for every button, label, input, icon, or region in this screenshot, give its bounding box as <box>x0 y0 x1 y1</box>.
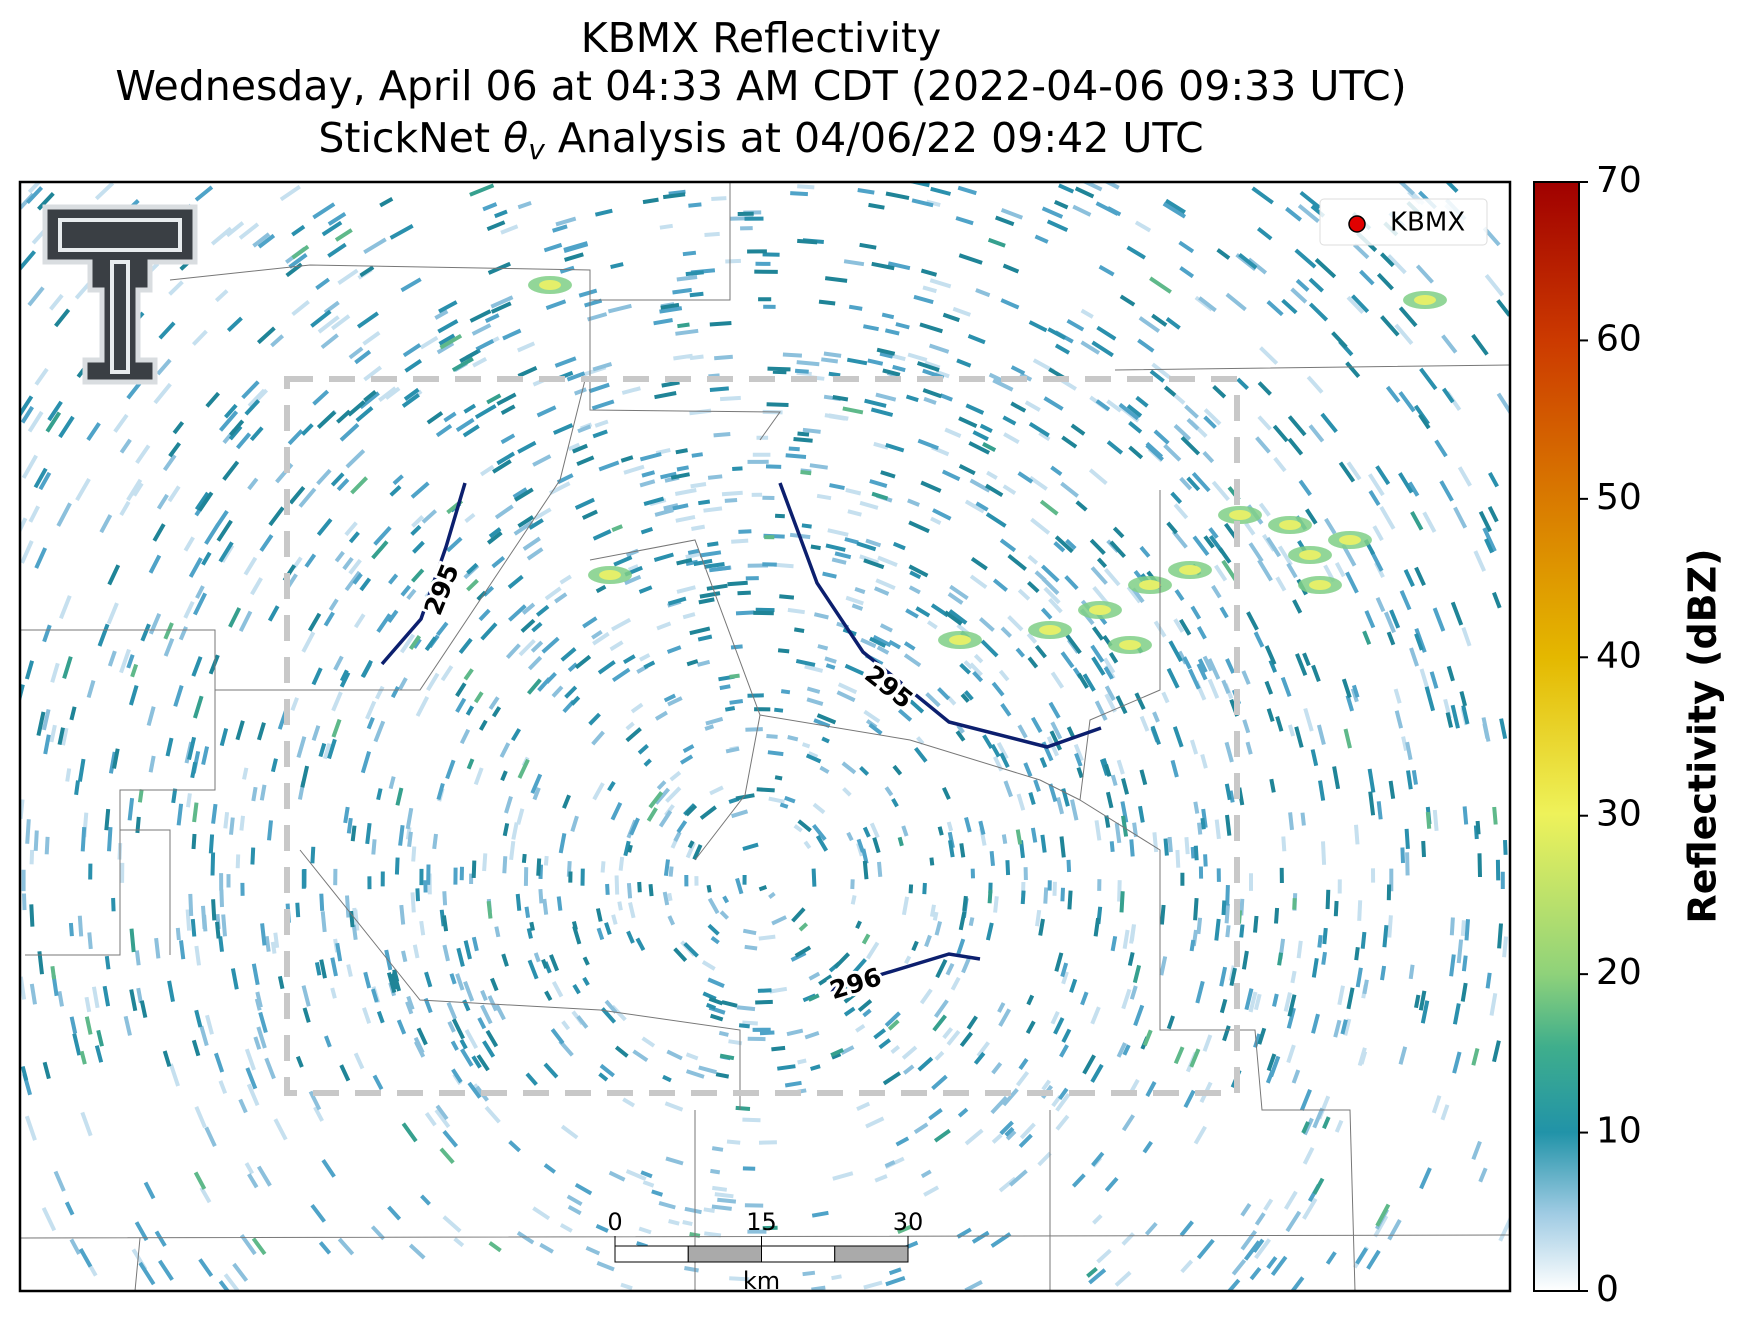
contour-line <box>380 482 467 666</box>
legend-box <box>1319 198 1488 246</box>
scale-segment <box>687 1245 762 1263</box>
reflectivity-echoes <box>45 183 1424 1278</box>
echo-core <box>1339 535 1361 545</box>
colorbar <box>1533 181 1580 1292</box>
title-text: Analysis at 04/06/22 09:42 UTC <box>545 114 1204 162</box>
colorbar-tick-label: 40 <box>1596 635 1642 676</box>
reflectivity-echoes <box>20 182 1508 1089</box>
logo <box>42 204 198 385</box>
legend-label: KBMX <box>1390 208 1465 238</box>
reflectivity-echoes <box>50 228 1498 1256</box>
colorbar-tick-label: 60 <box>1596 318 1642 359</box>
reflectivity-field <box>20 182 1510 1291</box>
echo-core <box>1229 510 1251 520</box>
scale-unit: km <box>743 1267 780 1295</box>
reflectivity-echoes <box>20 182 1510 1291</box>
reflectivity-echoes <box>29 186 1510 1086</box>
echo-core <box>1139 580 1161 590</box>
colorbar-tick-label: 0 <box>1596 1269 1619 1310</box>
colorbar-tick-label: 30 <box>1596 794 1642 835</box>
colorbar-tick-label: 20 <box>1596 952 1642 993</box>
scale-label: 15 <box>746 1208 777 1236</box>
echo-core <box>1279 520 1301 530</box>
title-line: Wednesday, April 06 at 04:33 AM CDT (202… <box>115 62 1406 110</box>
colorbar-label: Reflectivity (dBZ) <box>1681 548 1725 923</box>
title-line: StickNet θv Analysis at 04/06/22 09:42 U… <box>318 114 1203 166</box>
map-frame <box>18 180 1512 1293</box>
echo-core <box>949 635 971 645</box>
title-symbol: θ <box>503 114 528 162</box>
echo-core <box>599 570 621 580</box>
title-text: StickNet <box>318 114 503 162</box>
contour-line <box>829 952 981 992</box>
contour-line <box>778 482 1102 749</box>
echo-core <box>1414 295 1436 305</box>
reflectivity-echoes <box>20 185 1505 1291</box>
logo-inner <box>58 218 182 374</box>
title-line: KBMX Reflectivity <box>581 14 941 62</box>
legend-marker <box>1348 215 1366 233</box>
colorbar-tick-label: 50 <box>1596 477 1642 518</box>
colorbar-tick-label: 10 <box>1596 1111 1642 1152</box>
echo-core <box>1309 580 1331 590</box>
scale-segment <box>834 1245 909 1263</box>
theta-contours <box>380 482 1102 992</box>
scale-label: 0 <box>607 1208 622 1236</box>
scale-segment <box>761 1245 836 1263</box>
scale-bar: 0 15 30 km <box>607 1208 924 1295</box>
echo-core <box>1119 640 1141 650</box>
analysis-domain <box>284 376 1240 1096</box>
colorbar-tick-label: 70 <box>1596 160 1642 201</box>
echo-core <box>1179 565 1201 575</box>
title-subscript: v <box>528 133 545 166</box>
echo-core <box>1299 550 1321 560</box>
echo-core <box>1039 625 1061 635</box>
county-borders <box>20 182 1510 1291</box>
colorbar-ticks: 0 10 20 30 40 50 60 70 <box>1579 160 1642 1310</box>
map-background <box>20 182 1510 1291</box>
echo-core <box>539 280 561 290</box>
scale-segment <box>614 1245 689 1263</box>
echo-core <box>1089 605 1111 615</box>
scale-label: 30 <box>893 1208 924 1236</box>
